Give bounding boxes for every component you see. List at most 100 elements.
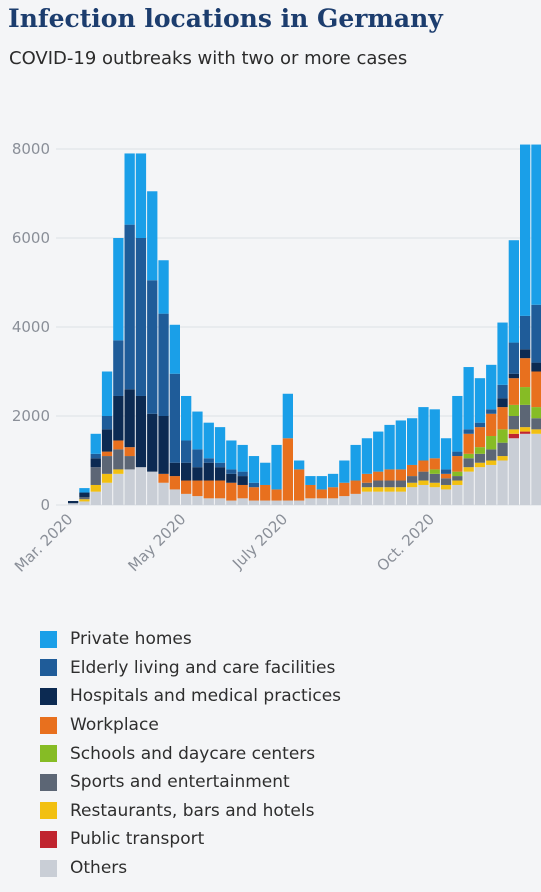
legend-label: Sports and entertainment: [70, 772, 290, 793]
bar-segment-others: [226, 500, 237, 505]
bar-segment-sports: [486, 449, 497, 461]
bar-segment-others: [407, 487, 418, 505]
legend-item-sports: Sports and entertainment: [40, 768, 341, 797]
bar-segment-elderly: [147, 280, 158, 414]
bar-segment-schools: [452, 471, 463, 477]
legend-item-hospitals: Hospitals and medical practices: [40, 682, 341, 711]
bar-segment-others: [440, 489, 452, 505]
x-tick-label: Oct. 2020: [373, 510, 438, 575]
bar-segment-workplace: [214, 480, 226, 499]
bar-segment-others: [135, 467, 147, 505]
bar-segment-others: [282, 500, 293, 505]
bar-segment-elderly: [181, 440, 192, 463]
bar-segment-elderly: [474, 422, 486, 428]
y-tick-label: 2000: [12, 407, 50, 425]
x-tick-label: Mar. 2020: [11, 510, 77, 576]
bar-segment-schools: [497, 429, 508, 443]
y-tick-label: 0: [40, 496, 50, 514]
legend-swatch: [40, 716, 57, 734]
bar-segment-private: [305, 476, 316, 485]
bar-segment-others: [158, 482, 169, 505]
bar-segment-workplace: [452, 456, 463, 472]
bar-segment-restaurants: [429, 482, 440, 488]
bar-segment-sports: [531, 418, 541, 430]
bar-segment-restaurants: [90, 484, 101, 492]
bar-segment-restaurants: [531, 429, 541, 434]
chart-subtitle: COVID-19 outbreaks with two or more case…: [9, 48, 408, 69]
bar-segment-elderly: [124, 224, 135, 390]
bar-segment-elderly: [440, 469, 452, 474]
legend-label: Restaurants, bars and hotels: [70, 800, 315, 821]
bar-segment-workplace: [407, 464, 418, 477]
bar-segment-workplace: [169, 476, 180, 490]
bar-segment-others: [113, 473, 124, 505]
bar-segment-others: [474, 467, 486, 505]
bar-segment-others: [508, 438, 519, 505]
bar-segment-workplace: [373, 471, 384, 481]
legend-label: Private homes: [70, 629, 192, 650]
bar-segment-restaurants: [101, 473, 113, 483]
bar-segment-private: [452, 395, 463, 452]
bar-segment-workplace: [158, 473, 169, 483]
bar-segment-others: [192, 496, 203, 505]
bar-segment-public_transport: [508, 433, 519, 439]
bar-segment-workplace: [440, 473, 452, 479]
bar-segment-schools: [508, 404, 519, 416]
bar-segment-private: [113, 238, 124, 341]
bar-segment-hospitals: [181, 462, 192, 481]
bar-segment-sports: [79, 496, 90, 500]
bar-segment-private: [147, 191, 158, 281]
bar-segment-elderly: [226, 469, 237, 474]
bar-segment-elderly: [497, 384, 508, 399]
bar-segment-sports: [497, 442, 508, 457]
legend-swatch: [40, 802, 57, 820]
bar-segment-others: [90, 491, 101, 505]
bar-segment-private: [226, 440, 237, 470]
bar-segment-sports: [520, 404, 531, 428]
bar-segment-others: [418, 484, 429, 505]
bar-segment-restaurants: [361, 487, 373, 492]
legend-label: Elderly living and care facilities: [70, 657, 336, 678]
bar-segment-elderly: [237, 471, 248, 477]
bar-segment-sports: [407, 476, 418, 483]
bar-segment-elderly: [520, 315, 531, 350]
bar-segment-workplace: [474, 427, 486, 448]
bar-segment-private: [214, 427, 226, 463]
legend-swatch: [40, 630, 57, 648]
bar-segment-restaurants: [407, 482, 418, 488]
bar-segment-others: [384, 491, 395, 505]
legend-item-others: Others: [40, 854, 341, 883]
bar-segment-others: [531, 433, 541, 505]
bar-segment-sports: [113, 449, 124, 470]
chart-title: Infection locations in Germany: [8, 4, 443, 33]
legend-item-restaurants: Restaurants, bars and hotels: [40, 797, 341, 826]
bar-segment-workplace: [124, 447, 135, 457]
bar-segment-restaurants: [384, 487, 395, 492]
bar-segment-others: [520, 433, 531, 505]
y-tick-label: 6000: [12, 229, 50, 247]
bar-segment-workplace: [508, 378, 519, 405]
bar-segment-sports: [124, 456, 135, 470]
bar-segment-others: [101, 482, 113, 505]
bar-segment-workplace: [305, 484, 316, 499]
bar-segment-restaurants: [79, 499, 90, 502]
bar-segment-others: [181, 493, 192, 505]
bar-segment-private: [192, 411, 203, 450]
bar-segment-workplace: [316, 489, 327, 499]
bar-segment-private: [418, 407, 429, 461]
bar-segment-hospitals: [158, 416, 169, 474]
bar-segment-workplace: [192, 480, 203, 497]
legend-item-elderly: Elderly living and care facilities: [40, 654, 341, 683]
bar-segment-private: [373, 431, 384, 472]
bar-segment-private: [520, 144, 531, 316]
legend-swatch: [40, 830, 57, 848]
x-tick-label: July 2020: [228, 510, 291, 573]
bar-segment-workplace: [113, 440, 124, 450]
bar-segment-private: [339, 460, 350, 483]
bar-segment-private: [181, 395, 192, 441]
legend-swatch: [40, 659, 57, 677]
bar-segment-workplace: [497, 407, 508, 430]
legend-item-public_transport: Public transport: [40, 825, 341, 854]
bar-segment-others: [327, 498, 339, 505]
bar-segment-private: [474, 378, 486, 423]
